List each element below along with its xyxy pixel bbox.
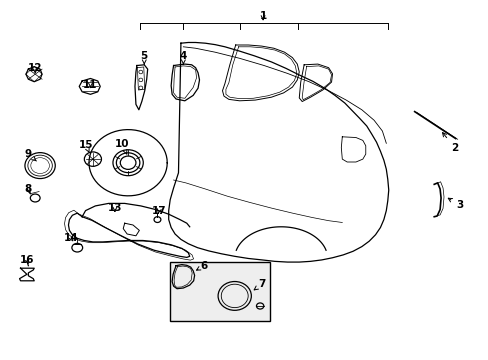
Text: 15: 15 bbox=[78, 140, 93, 153]
Text: 9: 9 bbox=[24, 149, 36, 161]
Text: 12: 12 bbox=[28, 63, 42, 73]
Text: 6: 6 bbox=[196, 261, 207, 271]
Text: 4: 4 bbox=[179, 51, 187, 64]
Text: 1: 1 bbox=[259, 11, 266, 21]
Text: 11: 11 bbox=[83, 80, 98, 90]
Text: 3: 3 bbox=[447, 198, 462, 210]
Text: 10: 10 bbox=[115, 139, 129, 154]
Text: 8: 8 bbox=[24, 184, 31, 194]
Text: 14: 14 bbox=[63, 233, 78, 243]
Text: 5: 5 bbox=[141, 51, 147, 64]
FancyBboxPatch shape bbox=[170, 262, 270, 321]
Text: 17: 17 bbox=[151, 206, 166, 216]
Text: 2: 2 bbox=[442, 132, 457, 153]
Text: 16: 16 bbox=[20, 255, 34, 265]
Text: 13: 13 bbox=[107, 203, 122, 213]
Text: 7: 7 bbox=[254, 279, 265, 290]
